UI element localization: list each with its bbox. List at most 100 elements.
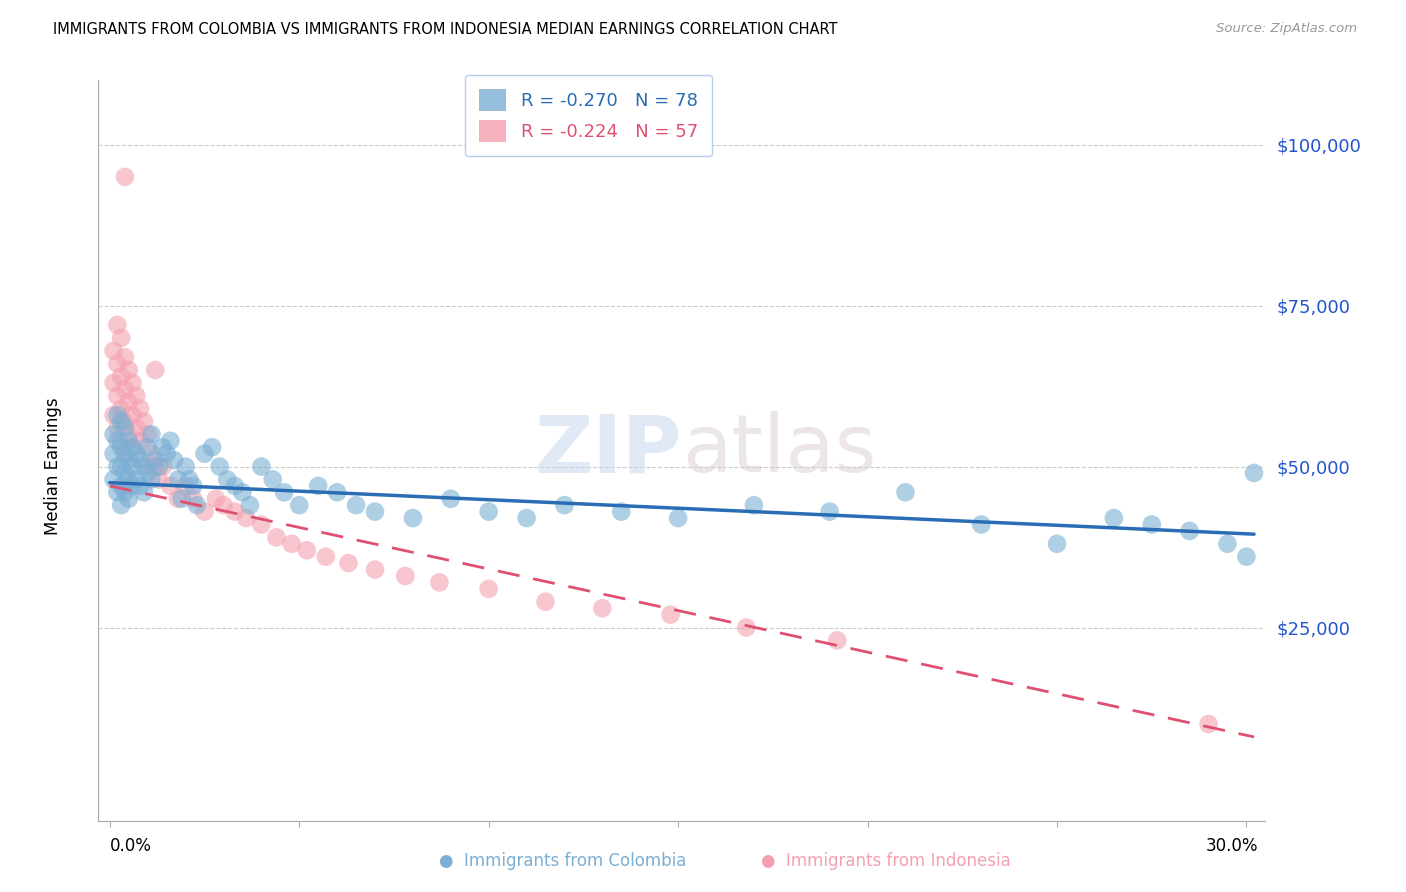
Point — [114, 415, 136, 429]
Point — [114, 350, 136, 364]
Point — [224, 505, 246, 519]
Point — [143, 363, 166, 377]
Point — [103, 343, 125, 358]
Point — [121, 479, 143, 493]
Point — [205, 491, 228, 506]
Point — [174, 479, 197, 493]
Text: 0.0%: 0.0% — [110, 837, 152, 855]
Point — [114, 169, 136, 184]
Text: ●  Immigrants from Colombia: ● Immigrants from Colombia — [439, 852, 686, 870]
Point — [141, 472, 163, 486]
Point — [105, 434, 128, 448]
Point — [136, 440, 159, 454]
Point — [118, 427, 141, 442]
Point — [825, 633, 848, 648]
Point — [163, 453, 186, 467]
Point — [429, 575, 451, 590]
Point — [125, 472, 148, 486]
Point — [167, 491, 190, 506]
Point — [344, 498, 367, 512]
Point — [186, 498, 208, 512]
Point — [110, 434, 132, 448]
Point — [132, 459, 155, 474]
Point — [394, 569, 416, 583]
Point — [143, 459, 166, 474]
Point — [159, 434, 181, 448]
Point — [148, 459, 170, 474]
Point — [159, 479, 181, 493]
Point — [105, 389, 128, 403]
Point — [179, 472, 201, 486]
Point — [735, 620, 758, 634]
Point — [105, 421, 128, 435]
Point — [110, 440, 132, 454]
Point — [666, 511, 689, 525]
Point — [1198, 717, 1220, 731]
Text: ZIP: ZIP — [534, 411, 682, 490]
Point — [136, 427, 159, 442]
Point — [105, 318, 128, 332]
Point — [118, 363, 141, 377]
Point — [193, 505, 215, 519]
Point — [129, 479, 152, 493]
Text: 30.0%: 30.0% — [1205, 837, 1258, 855]
Point — [129, 453, 152, 467]
Point — [118, 491, 141, 506]
Point — [280, 537, 302, 551]
Text: IMMIGRANTS FROM COLOMBIA VS IMMIGRANTS FROM INDONESIA MEDIAN EARNINGS CORRELATIO: IMMIGRANTS FROM COLOMBIA VS IMMIGRANTS F… — [53, 22, 838, 37]
Point — [970, 517, 993, 532]
Point — [315, 549, 337, 564]
Point — [143, 453, 166, 467]
Point — [118, 434, 141, 448]
Point — [136, 459, 159, 474]
Point — [105, 357, 128, 371]
Point — [105, 408, 128, 422]
Point — [1216, 537, 1239, 551]
Point — [121, 376, 143, 390]
Point — [295, 543, 318, 558]
Point — [103, 427, 125, 442]
Point — [440, 491, 463, 506]
Point — [152, 440, 174, 454]
Point — [364, 563, 387, 577]
Point — [307, 479, 329, 493]
Point — [181, 479, 204, 493]
Point — [114, 485, 136, 500]
Point — [129, 434, 152, 448]
Point — [1236, 549, 1258, 564]
Point — [121, 408, 143, 422]
Point — [337, 556, 360, 570]
Point — [152, 459, 174, 474]
Point — [250, 517, 273, 532]
Point — [125, 447, 148, 461]
Point — [235, 511, 257, 525]
Point — [402, 511, 425, 525]
Point — [1140, 517, 1163, 532]
Point — [125, 389, 148, 403]
Point — [110, 459, 132, 474]
Point — [103, 447, 125, 461]
Point — [118, 395, 141, 409]
Point — [1046, 537, 1069, 551]
Point — [231, 485, 253, 500]
Point — [141, 427, 163, 442]
Text: Median Earnings: Median Earnings — [44, 398, 62, 535]
Text: Source: ZipAtlas.com: Source: ZipAtlas.com — [1216, 22, 1357, 36]
Point — [516, 511, 538, 525]
Point — [266, 530, 288, 544]
Point — [110, 331, 132, 345]
Point — [125, 421, 148, 435]
Point — [110, 401, 132, 416]
Legend: R = -0.270   N = 78, R = -0.224   N = 57: R = -0.270 N = 78, R = -0.224 N = 57 — [465, 75, 713, 156]
Point — [478, 582, 501, 596]
Point — [534, 595, 557, 609]
Point — [818, 505, 841, 519]
Point — [121, 459, 143, 474]
Point — [156, 447, 179, 461]
Point — [167, 472, 190, 486]
Point — [591, 601, 613, 615]
Point — [110, 369, 132, 384]
Point — [103, 376, 125, 390]
Point — [250, 459, 273, 474]
Point — [132, 415, 155, 429]
